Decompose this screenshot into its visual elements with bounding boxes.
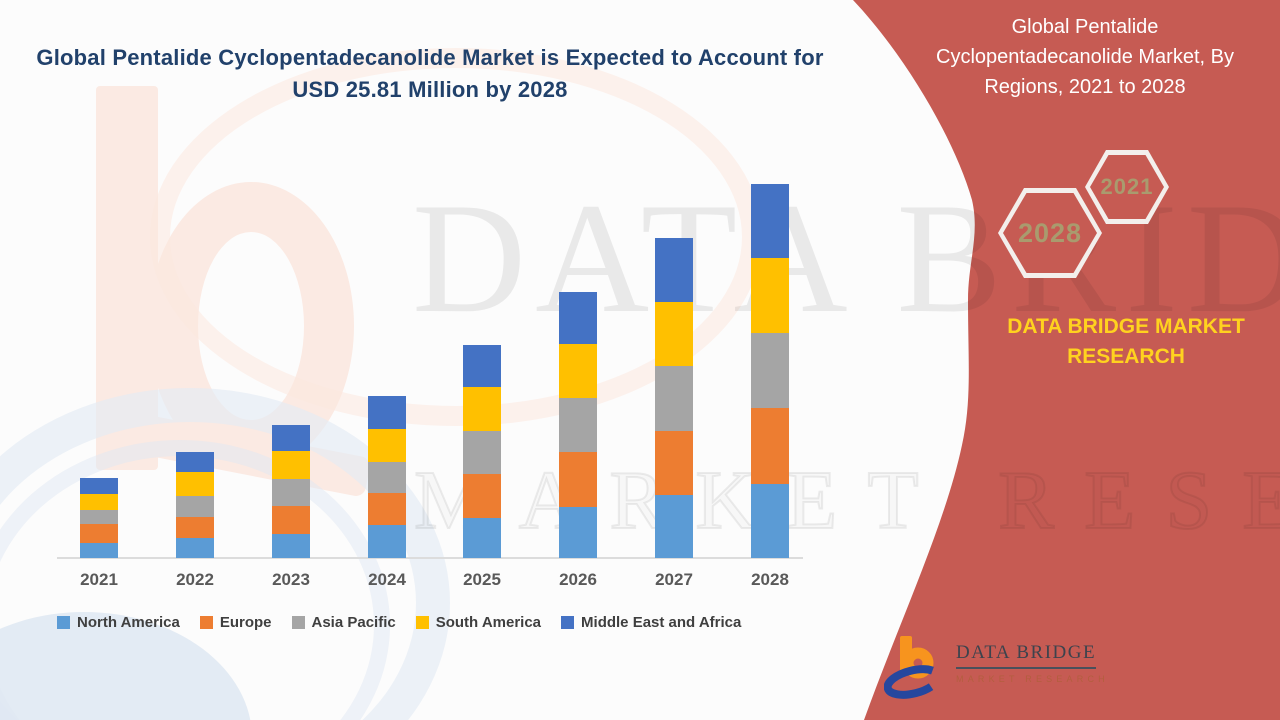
legend-label: North America (77, 614, 180, 631)
logo-brand-subtitle: MARKET RESEARCH (956, 674, 1109, 684)
legend-swatch-europe (199, 616, 213, 629)
x-axis-label-2023: 2023 (272, 570, 310, 589)
segment-south-america-2028 (751, 258, 789, 334)
x-axis-label-2025: 2025 (463, 570, 501, 589)
segment-middle-east-and-africa-2021 (80, 477, 118, 494)
segment-asia-pacific-2025 (463, 430, 501, 474)
x-axis-label-2021: 2021 (80, 570, 118, 589)
segment-europe-2024 (368, 492, 406, 525)
hexagon-badge-2028-label: 2028 (1017, 217, 1083, 248)
x-axis-label-2026: 2026 (559, 570, 597, 589)
segment-south-america-2025 (463, 387, 501, 431)
legend-item-europe: Europe (199, 614, 272, 631)
side-panel-heading: Global Pentalide Cyclopentadecanolide Ma… (936, 16, 1234, 98)
segment-asia-pacific-2027 (655, 366, 693, 431)
segment-middle-east-and-africa-2026 (559, 291, 597, 344)
data-bridge-logo-icon (884, 636, 943, 699)
bar-2022 (176, 452, 214, 558)
segment-south-america-2024 (368, 428, 406, 462)
segment-south-america-2021 (80, 493, 118, 510)
x-axis-label-2024: 2024 (368, 570, 406, 589)
brand-caption: DATA BRIDGE MARKET RESEARCH (1007, 315, 1245, 368)
segment-south-america-2027 (655, 301, 693, 367)
legend-label: Europe (219, 614, 272, 631)
segment-north-america-2024 (368, 524, 406, 558)
bar-2023 (272, 424, 310, 558)
hexagon-badge-2021-label: 2021 (1100, 174, 1154, 199)
segment-north-america-2027 (655, 494, 693, 558)
segment-middle-east-and-africa-2024 (368, 395, 406, 429)
legend-swatch-asia-pacific (291, 616, 305, 629)
segment-north-america-2025 (463, 518, 501, 558)
segment-middle-east-and-africa-2022 (176, 452, 214, 473)
segment-north-america-2023 (272, 533, 310, 558)
x-axis-label-2027: 2027 (655, 570, 693, 589)
bar-chart: 2021 2022 2023 2024 2025 2026 2027 2028 (80, 183, 789, 589)
segment-europe-2022 (176, 517, 214, 538)
legend-label: Middle East and Africa (581, 614, 742, 631)
legend-item-south-america: South America (415, 614, 542, 631)
legend-item-middle-east-and-africa: Middle East and Africa (561, 614, 741, 631)
bar-2025 (463, 344, 501, 558)
segment-north-america-2021 (80, 542, 118, 558)
segment-middle-east-and-africa-2027 (655, 237, 693, 302)
segment-south-america-2026 (559, 343, 597, 398)
segment-europe-2021 (80, 524, 118, 543)
legend-label: South America (435, 614, 542, 631)
segment-europe-2025 (463, 473, 501, 518)
segment-asia-pacific-2021 (80, 509, 118, 525)
x-axis-label-2022: 2022 (176, 570, 214, 589)
bar-2028 (751, 183, 789, 558)
legend-swatch-middle-east-and-africa (561, 616, 575, 629)
segment-middle-east-and-africa-2028 (751, 183, 789, 259)
legend-swatch-south-america (415, 616, 429, 629)
hexagon-badge-2021-inner: 2021 (1090, 155, 1164, 219)
bar-2021 (80, 477, 118, 558)
segment-asia-pacific-2022 (176, 496, 214, 518)
segment-asia-pacific-2023 (272, 479, 310, 507)
chart-legend: North America Europe Asia Pacific South Ame… (57, 614, 741, 631)
segment-asia-pacific-2028 (751, 333, 789, 409)
segment-asia-pacific-2024 (368, 461, 406, 493)
segment-europe-2026 (559, 452, 597, 507)
data-bridge-logo: DATA BRIDGE MARKET RESEARCH (884, 632, 1134, 712)
legend-label: Asia Pacific (311, 614, 396, 631)
segment-middle-east-and-africa-2025 (463, 344, 501, 388)
legend-item-asia-pacific: Asia Pacific (291, 614, 396, 631)
segment-north-america-2022 (176, 537, 214, 558)
segment-europe-2023 (272, 506, 310, 534)
bar-2024 (368, 395, 406, 558)
data-bridge-logo-text: DATA BRIDGE MARKET RESEARCH (956, 642, 1109, 684)
hexagon-badge-2028-inner: 2028 (1003, 193, 1097, 273)
segment-south-america-2023 (272, 451, 310, 480)
segment-europe-2028 (751, 408, 789, 484)
logo-brand-name: DATA BRIDGE (956, 642, 1097, 669)
segment-europe-2027 (655, 430, 693, 495)
x-axis-label-2028: 2028 (751, 570, 789, 589)
legend-swatch-north-america (57, 616, 70, 629)
segment-middle-east-and-africa-2023 (272, 424, 310, 452)
segment-north-america-2026 (559, 507, 597, 558)
bar-2026 (559, 291, 597, 558)
segment-north-america-2028 (751, 483, 789, 558)
bar-2027 (655, 237, 693, 558)
segment-asia-pacific-2026 (559, 397, 597, 453)
segment-south-america-2022 (176, 472, 214, 497)
legend-item-north-america: North America (57, 614, 180, 631)
